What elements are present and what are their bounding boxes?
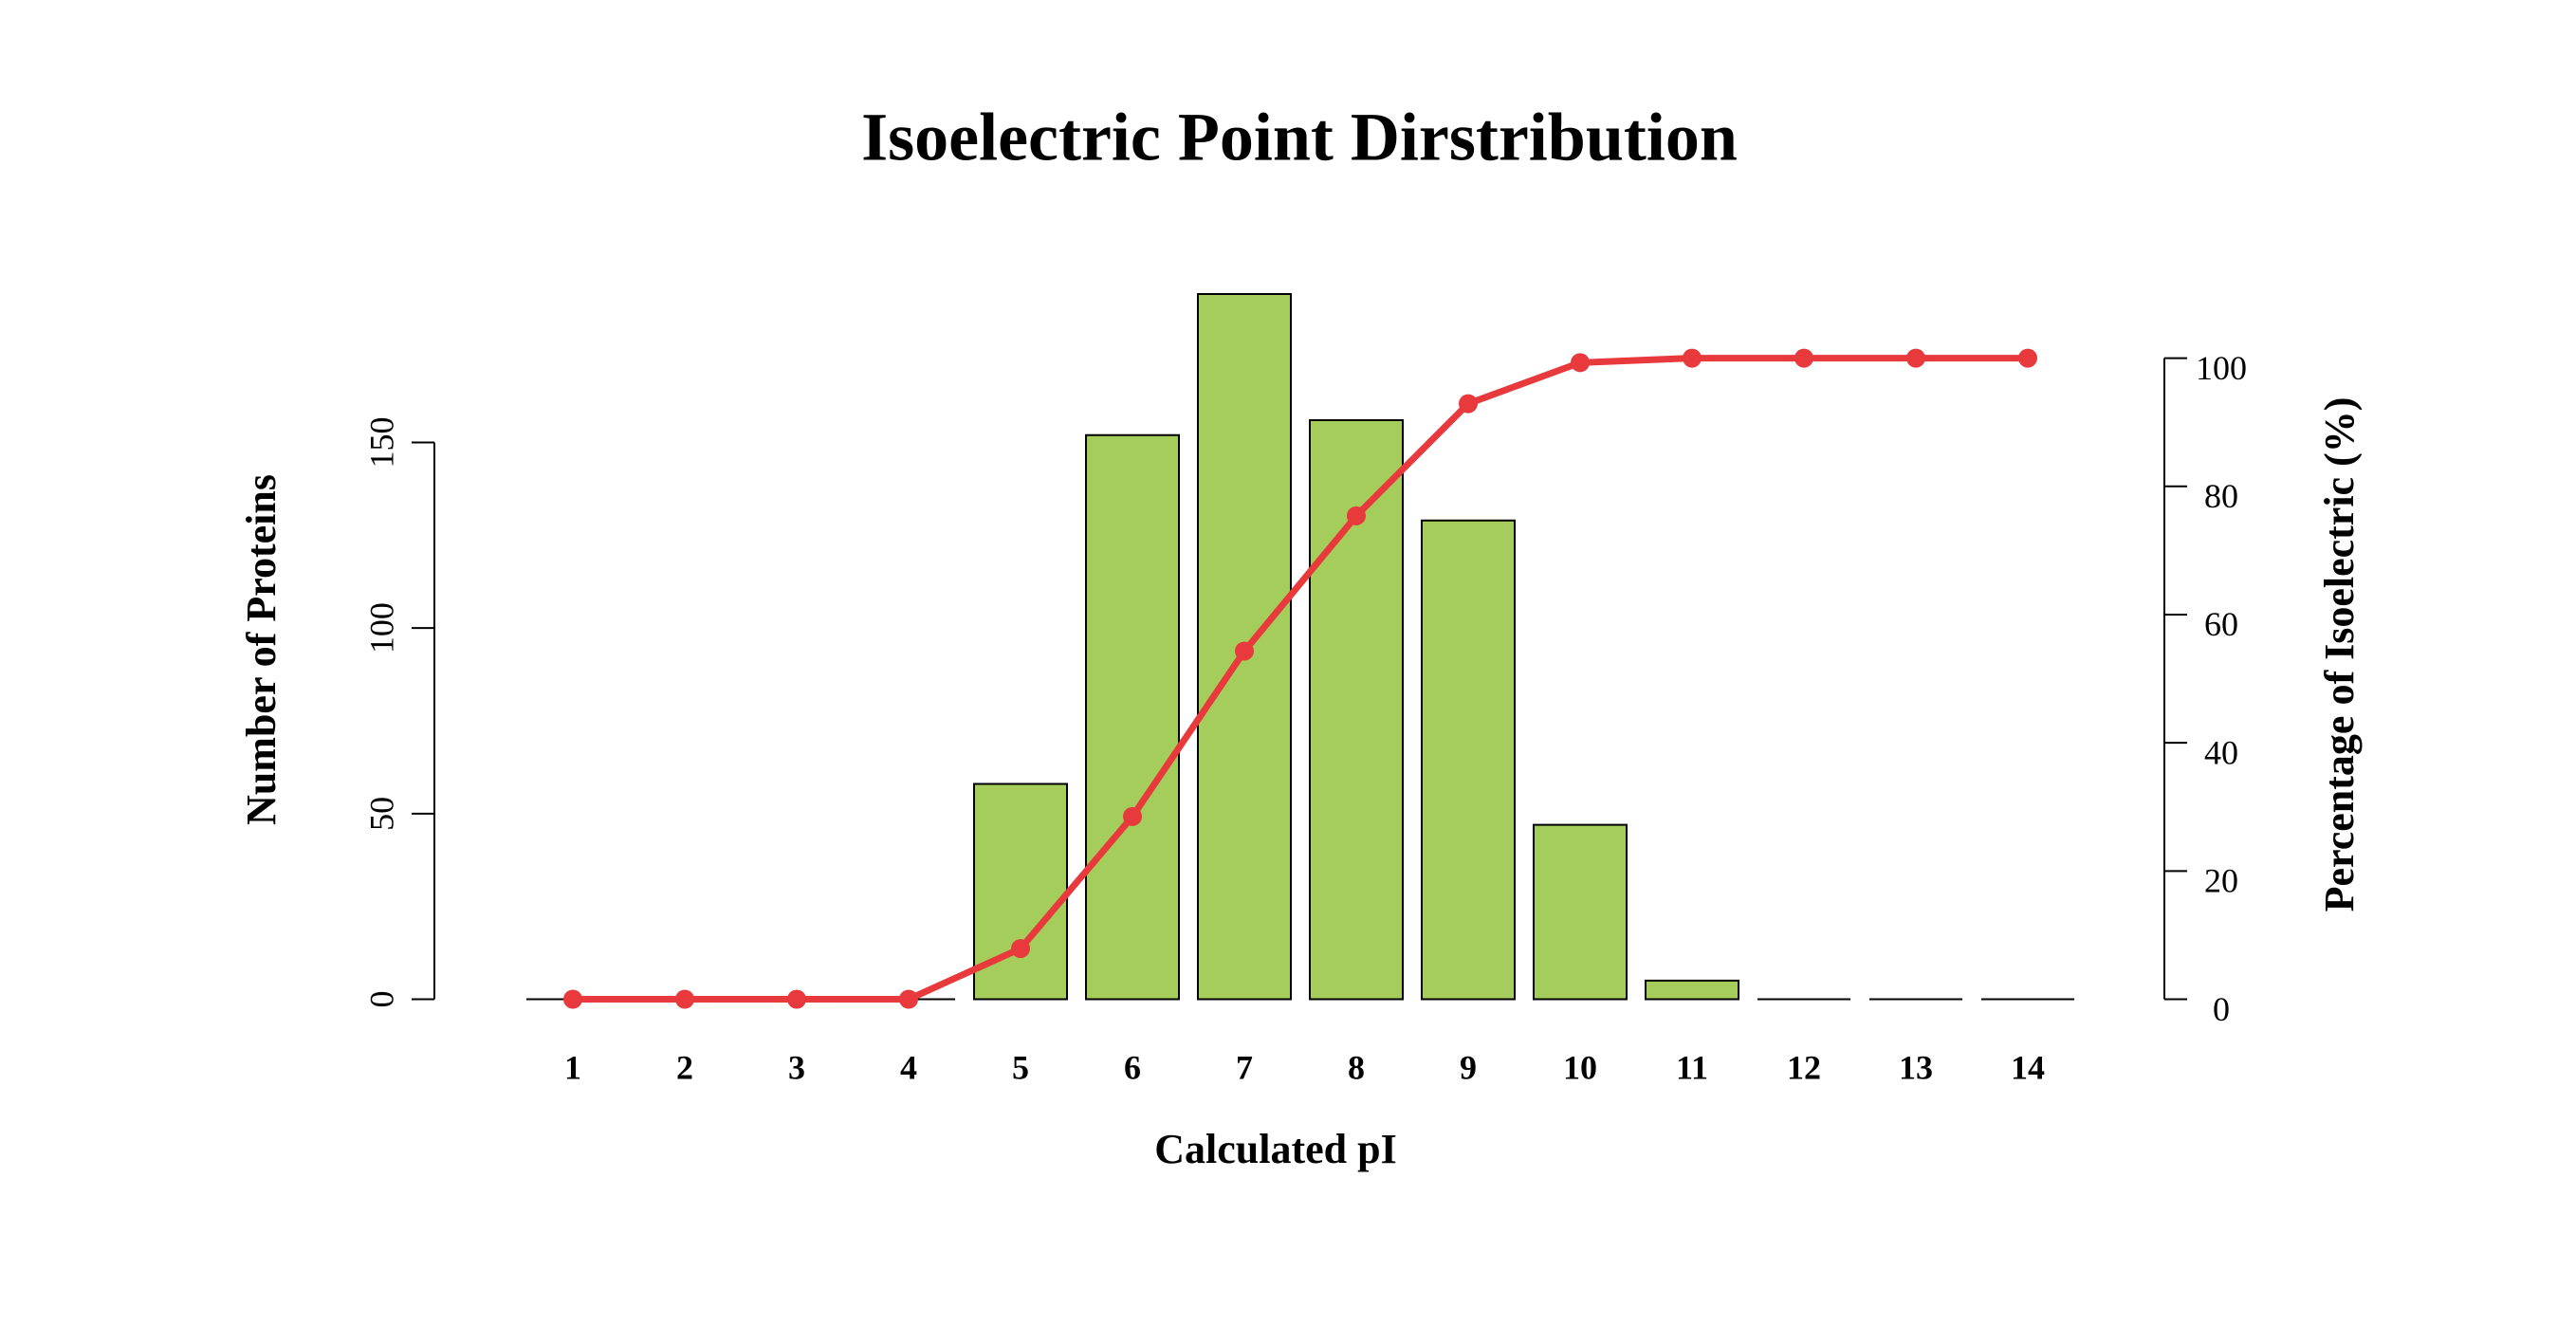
point: [899, 989, 918, 1009]
x-tick-label: 8: [1348, 1048, 1365, 1086]
x-tick-label: 2: [676, 1048, 693, 1086]
x-tick-label: 1: [564, 1048, 581, 1086]
line: [573, 355, 2028, 1003]
x-tick-label: 6: [1124, 1048, 1141, 1086]
bar: [1309, 419, 1404, 1001]
point: [1011, 939, 1030, 959]
point: [1235, 641, 1254, 661]
y2-tick-label: 40: [2204, 733, 2238, 771]
bar: [973, 782, 1068, 1001]
x-axis-label: Calculated pI: [1154, 1126, 1396, 1172]
y2-tick-label: 100: [2196, 349, 2247, 387]
point: [1906, 348, 1925, 368]
y-tick-label: 150: [362, 417, 400, 469]
point: [787, 989, 806, 1009]
y-tick-label: 100: [362, 602, 400, 654]
bar: [1645, 979, 1739, 1001]
x-tick-label: 3: [788, 1048, 805, 1086]
x-tick-label: 9: [1460, 1048, 1477, 1086]
point: [1123, 806, 1142, 826]
y2-tick-label: 60: [2204, 605, 2238, 643]
x-tick-label: 13: [1899, 1048, 1933, 1086]
y2-tick-label: 80: [2204, 477, 2238, 515]
point: [1459, 394, 1478, 414]
bar: [1085, 433, 1180, 1001]
y2-tick-label: 0: [2213, 990, 2230, 1028]
bar: [1421, 519, 1516, 1001]
x-tick-label: 4: [900, 1048, 917, 1086]
x-tick-label: 14: [2011, 1048, 2045, 1086]
point: [2018, 348, 2037, 368]
x-tick-label: 11: [1676, 1048, 1708, 1086]
point: [563, 989, 582, 1009]
point: [1794, 348, 1813, 368]
x-tick-label: 12: [1787, 1048, 1821, 1086]
point: [1571, 353, 1590, 373]
y-axis-label: Number of Proteins: [238, 474, 285, 825]
y2-axis-label: Percentage of Isoelectric (%): [2316, 397, 2363, 912]
x-tick-label: 7: [1236, 1048, 1253, 1086]
point: [1347, 506, 1366, 525]
y2-tick-label: 20: [2204, 862, 2238, 900]
bar: [1533, 823, 1628, 1001]
y-tick-label: 50: [362, 797, 400, 831]
point: [675, 989, 694, 1009]
y-tick-label: 0: [362, 991, 400, 1008]
x-tick-label: 10: [1563, 1048, 1597, 1086]
chart-title: Isoelectric Point Dirstribution: [861, 100, 1738, 175]
point: [1683, 348, 1702, 368]
x-tick-label: 5: [1012, 1048, 1029, 1086]
